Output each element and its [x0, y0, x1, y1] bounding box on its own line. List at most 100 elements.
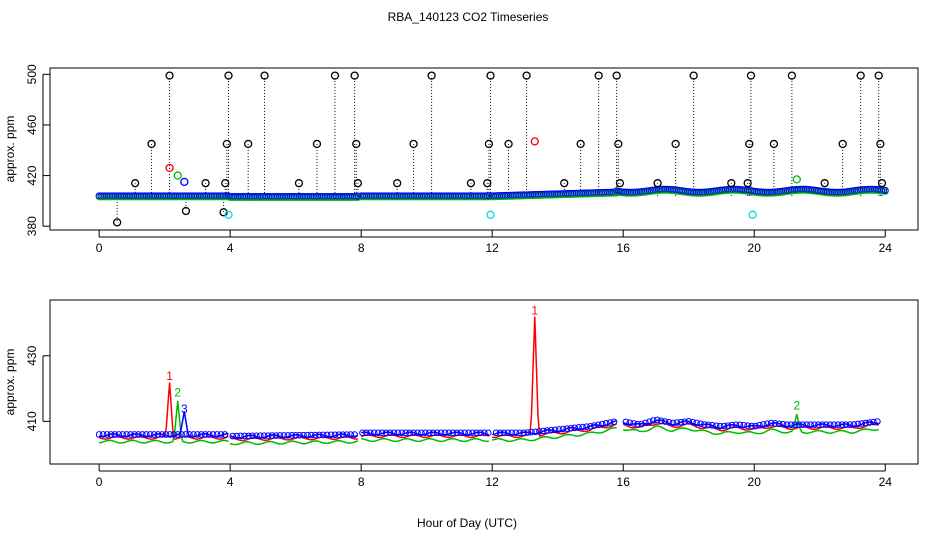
- baseline-marker: [630, 420, 637, 427]
- baseline-marker: [477, 429, 484, 437]
- spike-point-black: [594, 71, 603, 80]
- spike-point-black: [484, 139, 494, 149]
- baseline-marker: [382, 429, 390, 437]
- baseline-marker: [579, 423, 586, 431]
- baseline-marker: [99, 431, 107, 438]
- spike-point-black: [483, 179, 492, 188]
- baseline-marker: [339, 431, 347, 438]
- baseline-marker: [103, 431, 111, 438]
- baseline-marker: [123, 431, 130, 438]
- baseline-marker: [437, 429, 445, 437]
- baseline-marker: [288, 432, 296, 439]
- baseline-marker: [264, 432, 272, 439]
- spike-point-black: [838, 139, 847, 149]
- baseline-marker: [787, 421, 795, 428]
- baseline-marker: [732, 421, 740, 429]
- baseline-marker: [716, 422, 724, 430]
- baseline-marker: [591, 422, 598, 429]
- series-line-blue: [98, 411, 229, 438]
- spike-point-black: [576, 139, 585, 149]
- baseline-marker: [830, 421, 838, 428]
- baseline-marker: [359, 429, 366, 437]
- baseline-marker: [543, 427, 551, 434]
- series-line-green: [361, 437, 489, 443]
- baseline-marker: [162, 431, 170, 438]
- baseline-marker: [245, 432, 252, 440]
- baseline-marker: [190, 431, 197, 438]
- x-tick-label: 4: [227, 475, 234, 489]
- baseline-marker: [575, 424, 582, 431]
- baseline-marker: [205, 431, 213, 438]
- spike-point-red: [165, 163, 174, 173]
- baseline-marker: [492, 429, 500, 437]
- baseline-marker: [414, 429, 421, 437]
- baseline-marker: [539, 427, 547, 435]
- baseline-marker: [685, 418, 693, 425]
- spike-point-black: [876, 139, 885, 149]
- x-tick-label: 8: [358, 475, 365, 489]
- baseline-marker: [445, 429, 453, 437]
- baseline-marker: [496, 429, 504, 437]
- spike-point-black: [727, 179, 736, 188]
- spike-point-black: [112, 218, 122, 227]
- baseline-marker: [95, 431, 103, 438]
- baseline-point-blue: [354, 192, 362, 200]
- spike-point-black: [131, 179, 140, 188]
- spike-point-black: [614, 139, 623, 149]
- baseline-marker: [139, 431, 146, 438]
- spike-point-black: [787, 71, 797, 80]
- spike-point-black: [877, 179, 887, 188]
- plot-frame: [49, 299, 919, 465]
- spike-point-black: [486, 71, 495, 80]
- baseline-marker: [296, 431, 303, 439]
- spike-point-black: [689, 71, 698, 80]
- baseline-marker: [555, 426, 563, 433]
- spike-point-black: [352, 139, 361, 149]
- baseline-marker: [256, 432, 264, 440]
- baseline-marker: [811, 421, 818, 428]
- x-tick-label: 20: [748, 475, 762, 489]
- spike-point-black: [409, 139, 418, 149]
- spike-point-black: [746, 71, 756, 80]
- baseline-marker: [209, 431, 217, 438]
- baseline-marker: [241, 432, 248, 440]
- spike-point-cyan: [224, 210, 233, 219]
- baseline-marker: [292, 431, 299, 439]
- x-tick-label: 20: [748, 241, 762, 255]
- baseline-marker: [693, 419, 700, 427]
- baseline-marker: [799, 421, 807, 428]
- spike-point-black: [350, 71, 359, 80]
- baseline-marker: [689, 418, 696, 426]
- baseline-marker: [709, 422, 716, 429]
- baseline-marker: [767, 419, 775, 427]
- baseline-marker: [870, 418, 877, 426]
- baseline-marker: [520, 429, 527, 437]
- baseline-marker: [276, 432, 284, 439]
- spike-point-black: [393, 179, 402, 188]
- baseline-marker: [567, 424, 575, 432]
- spike-point-black: [221, 179, 230, 188]
- baseline-marker: [217, 431, 225, 438]
- y-tick-label: 380: [25, 216, 39, 236]
- baseline-marker: [390, 429, 398, 437]
- baseline-marker: [587, 422, 594, 430]
- baseline-point-blue: [881, 186, 889, 194]
- baseline-marker: [598, 420, 606, 428]
- spike-point-black: [201, 179, 210, 188]
- baseline-marker: [677, 418, 685, 426]
- baseline-marker: [237, 432, 244, 440]
- baseline-marker: [500, 429, 508, 437]
- baseline-marker: [186, 431, 193, 438]
- baseline-marker: [646, 418, 653, 425]
- baseline-marker: [327, 431, 335, 439]
- baseline-marker: [410, 429, 417, 437]
- baseline-marker: [406, 429, 413, 437]
- series-line-blue: [361, 431, 490, 436]
- baseline-marker: [650, 417, 657, 424]
- spike-point-blue: [180, 177, 189, 187]
- baseline-marker: [272, 432, 280, 439]
- baseline-marker: [213, 431, 221, 438]
- baseline-marker: [469, 429, 476, 437]
